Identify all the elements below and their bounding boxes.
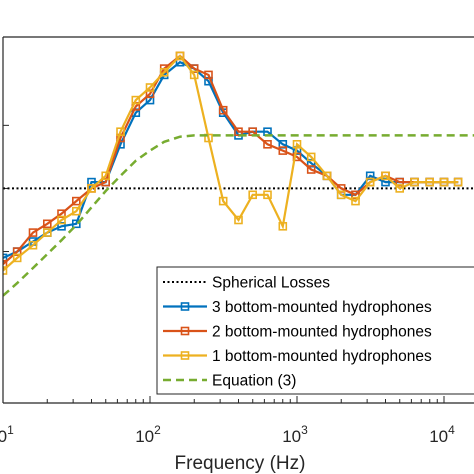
legend-entry-4[interactable]: Equation (3) — [163, 373, 296, 390]
data-point — [278, 222, 288, 231]
legend-marker — [180, 326, 190, 336]
data-point — [12, 253, 22, 263]
legend-entry-1[interactable]: 3 bottom-mounted hydrophones — [163, 299, 432, 316]
data-point — [3, 253, 8, 263]
legend-label: Spherical Losses — [212, 275, 330, 292]
data-point — [234, 127, 243, 136]
data-point — [131, 95, 141, 105]
data-point — [439, 177, 449, 187]
data-point — [395, 184, 405, 193]
series-markers-3 — [3, 51, 463, 275]
data-point — [28, 228, 38, 237]
x-tick-label-1: 102 — [135, 423, 161, 446]
data-point — [116, 127, 125, 136]
series-line-1 — [3, 60, 459, 259]
legend-entry-0[interactable]: Spherical Losses — [163, 275, 330, 292]
series-line-4 — [3, 134, 474, 297]
data-point — [218, 196, 228, 206]
data-point — [263, 140, 272, 149]
data-point — [381, 171, 390, 181]
x-axis-title: Frequency (Hz) — [175, 453, 306, 474]
data-point — [336, 190, 346, 200]
data-point — [42, 219, 52, 229]
x-ticks: 101 102 103 104 — [0, 396, 455, 446]
data-point — [365, 177, 375, 187]
legend-box — [156, 266, 474, 395]
data-point — [218, 105, 228, 115]
data-point — [42, 228, 52, 237]
data-point — [189, 70, 199, 80]
data-point — [159, 68, 169, 77]
data-point — [204, 70, 213, 80]
data-point — [72, 219, 81, 229]
legend-marker — [180, 302, 190, 311]
data-point — [263, 190, 272, 200]
data-point — [175, 51, 185, 61]
data-point — [425, 177, 435, 187]
legend-marker — [180, 351, 190, 360]
data-point — [72, 196, 81, 206]
data-point — [234, 215, 243, 225]
legend[interactable]: Spherical Losses 3 bottom-mounted hydroph… — [156, 266, 474, 395]
data-point — [410, 177, 419, 187]
x-tick-label-0: 101 — [0, 423, 14, 446]
data-point — [322, 171, 332, 181]
data-point — [453, 177, 463, 187]
x-tick-label-3: 104 — [429, 423, 455, 446]
data-point — [292, 140, 302, 149]
data-point — [351, 196, 360, 206]
data-point — [145, 83, 155, 92]
series-layer — [3, 51, 474, 297]
data-point — [57, 215, 66, 225]
data-point — [87, 184, 96, 193]
data-point — [72, 206, 81, 216]
data-point — [204, 133, 213, 143]
data-point — [278, 146, 288, 155]
data-point — [306, 152, 316, 162]
legend-entry-3[interactable]: 1 bottom-mounted hydrophones — [163, 348, 432, 365]
data-point — [101, 171, 110, 181]
legend-label: 1 bottom-mounted hydrophones — [212, 348, 432, 365]
data-point — [28, 240, 38, 250]
legend-label: 2 bottom-mounted hydrophones — [212, 324, 432, 341]
data-point — [292, 152, 302, 162]
data-point — [306, 165, 316, 174]
legend-entry-2[interactable]: 2 bottom-mounted hydrophones — [163, 324, 432, 341]
legend-label: 3 bottom-mounted hydrophones — [212, 299, 432, 316]
legend-label: Equation (3) — [212, 373, 296, 390]
data-point — [3, 266, 8, 275]
x-tick-label-2: 103 — [282, 423, 308, 446]
data-point — [3, 259, 8, 269]
data-point — [248, 190, 257, 200]
